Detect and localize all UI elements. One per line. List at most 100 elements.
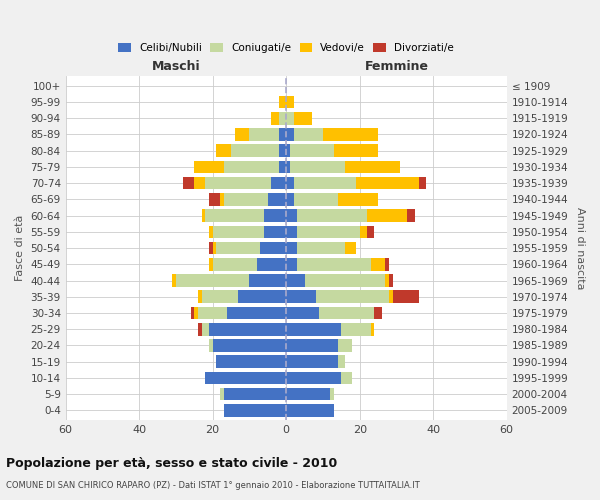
Bar <box>183 177 194 190</box>
Bar <box>194 177 205 190</box>
Text: Popolazione per età, sesso e stato civile - 2010: Popolazione per età, sesso e stato civil… <box>6 458 337 470</box>
Bar <box>176 274 250 287</box>
Bar <box>371 323 374 336</box>
Bar <box>297 210 367 222</box>
Bar <box>389 274 393 287</box>
Bar <box>279 128 286 141</box>
Bar <box>250 128 279 141</box>
Bar <box>260 242 286 254</box>
Bar <box>286 372 341 384</box>
Bar <box>286 404 334 416</box>
Bar <box>290 160 345 173</box>
Bar <box>419 177 426 190</box>
Bar <box>220 193 224 205</box>
Bar <box>356 177 419 190</box>
Bar <box>286 144 290 157</box>
Bar <box>305 274 385 287</box>
Bar <box>293 128 323 141</box>
Bar <box>360 226 367 238</box>
Bar <box>297 226 360 238</box>
Bar <box>257 258 286 270</box>
Bar <box>209 258 212 270</box>
Bar <box>389 290 393 303</box>
Bar <box>198 323 202 336</box>
Bar <box>271 177 286 190</box>
Bar <box>341 323 371 336</box>
Bar <box>286 226 297 238</box>
Bar <box>202 210 205 222</box>
Bar <box>293 193 338 205</box>
Bar <box>385 258 389 270</box>
Bar <box>338 356 345 368</box>
Bar <box>191 306 194 320</box>
Bar <box>316 290 389 303</box>
Bar <box>172 274 176 287</box>
Bar <box>286 388 331 400</box>
Bar <box>345 160 400 173</box>
Bar <box>264 226 286 238</box>
Bar <box>209 339 212 352</box>
Bar <box>268 193 286 205</box>
Bar <box>338 193 378 205</box>
Bar <box>286 242 297 254</box>
Bar <box>286 258 297 270</box>
Bar <box>331 388 334 400</box>
Bar <box>341 372 352 384</box>
Bar <box>212 339 286 352</box>
Bar <box>224 160 279 173</box>
Bar <box>334 144 378 157</box>
Bar <box>212 226 264 238</box>
Bar <box>202 290 238 303</box>
Bar <box>367 210 407 222</box>
Bar <box>407 210 415 222</box>
Bar <box>205 177 271 190</box>
Bar <box>323 128 378 141</box>
Bar <box>198 306 227 320</box>
Bar <box>297 242 345 254</box>
Bar <box>194 306 198 320</box>
Text: Femmine: Femmine <box>364 60 428 72</box>
Bar <box>209 323 286 336</box>
Bar <box>286 274 305 287</box>
Bar <box>286 356 338 368</box>
Bar <box>385 274 389 287</box>
Bar <box>198 290 202 303</box>
Bar <box>217 144 231 157</box>
Bar <box>286 112 293 124</box>
Bar <box>319 306 374 320</box>
Bar <box>367 226 374 238</box>
Bar <box>212 258 257 270</box>
Bar <box>250 274 286 287</box>
Bar <box>279 144 286 157</box>
Bar <box>293 112 312 124</box>
Bar <box>279 112 286 124</box>
Bar <box>345 242 356 254</box>
Bar <box>235 128 250 141</box>
Bar <box>279 96 286 108</box>
Bar <box>371 258 385 270</box>
Bar <box>231 144 279 157</box>
Bar <box>202 323 209 336</box>
Bar <box>205 372 286 384</box>
Bar <box>286 210 297 222</box>
Bar <box>286 160 290 173</box>
Bar <box>217 242 260 254</box>
Bar <box>279 160 286 173</box>
Bar <box>271 112 279 124</box>
Bar <box>374 306 382 320</box>
Bar <box>194 160 224 173</box>
Bar <box>286 193 293 205</box>
Text: COMUNE DI SAN CHIRICO RAPARO (PZ) - Dati ISTAT 1° gennaio 2010 - Elaborazione TU: COMUNE DI SAN CHIRICO RAPARO (PZ) - Dati… <box>6 481 420 490</box>
Bar <box>209 193 220 205</box>
Bar <box>286 339 338 352</box>
Legend: Celibi/Nubili, Coniugati/e, Vedovi/e, Divorziati/e: Celibi/Nubili, Coniugati/e, Vedovi/e, Di… <box>115 40 457 56</box>
Bar <box>209 226 212 238</box>
Bar <box>290 144 334 157</box>
Bar <box>220 388 224 400</box>
Bar <box>286 306 319 320</box>
Bar <box>212 242 217 254</box>
Text: Maschi: Maschi <box>152 60 200 72</box>
Bar <box>286 96 293 108</box>
Bar <box>205 210 264 222</box>
Bar <box>286 323 341 336</box>
